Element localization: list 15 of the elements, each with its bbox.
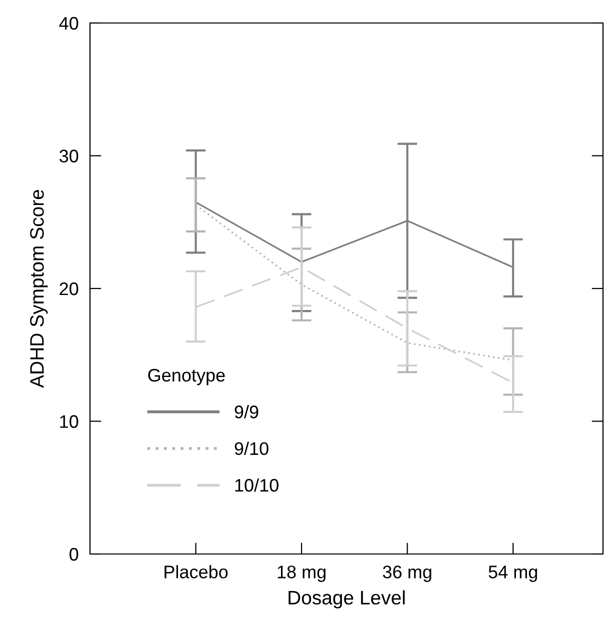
x-tick-label: Placebo — [164, 565, 228, 578]
legend-label: 9/10 — [234, 442, 268, 456]
y-tick-label: 0 — [70, 548, 78, 561]
y-tick-label: 30 — [59, 150, 78, 162]
y-axis-title: ADHD Symptom Score — [30, 190, 48, 388]
x-tick-label: 36 mg — [382, 566, 432, 582]
y-tick-label: 20 — [60, 282, 78, 296]
y-tick-label: 40 — [59, 16, 78, 30]
legend-title: Genotype — [148, 368, 225, 386]
y-tick-label: 10 — [60, 415, 78, 428]
legend-label: 9/9 — [234, 405, 258, 418]
x-axis-title: Dosage Level — [288, 590, 405, 608]
x-tick-label: 18 mg — [278, 566, 326, 582]
legend-label: 10/10 — [235, 478, 278, 492]
x-tick-label: 54 mg — [488, 566, 538, 582]
